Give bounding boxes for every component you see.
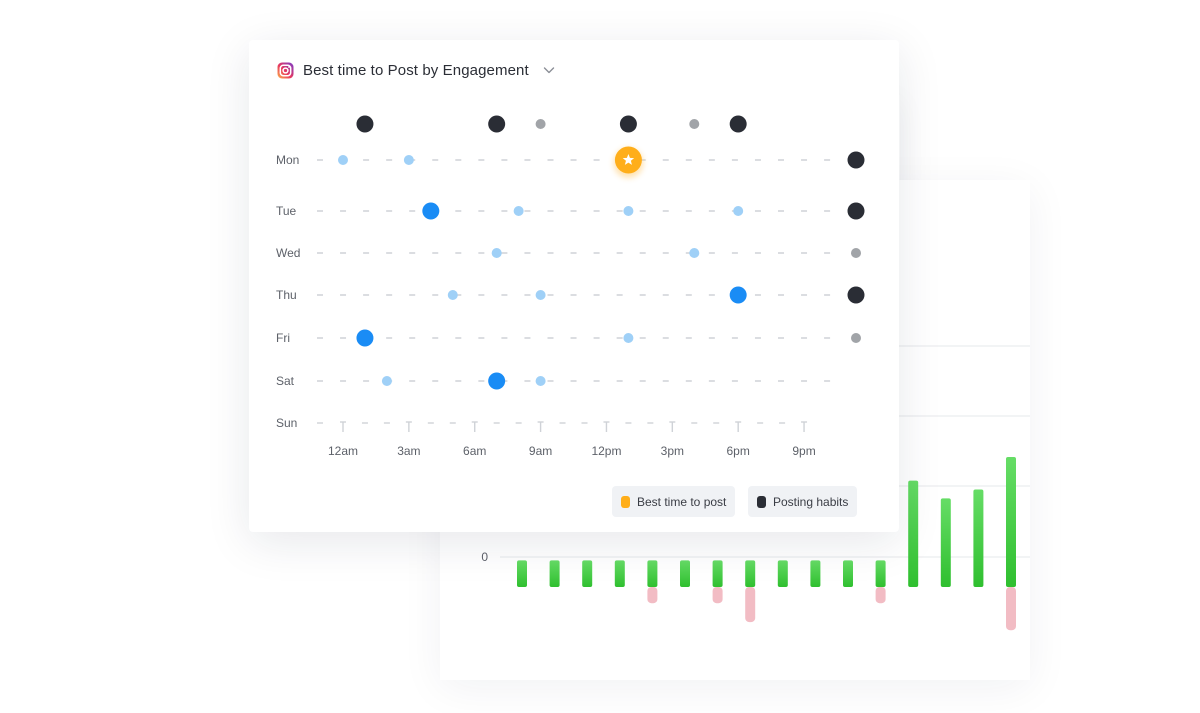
card-header[interactable]: Best time to Post by Engagement: [277, 58, 556, 82]
bar-positive-2: [582, 560, 593, 587]
engagement-dot-mon-0: [338, 155, 348, 165]
habit-day-dot-fri: [851, 333, 861, 343]
habit-day-dot-tue: [847, 202, 865, 220]
engagement-dot-fri-1: [356, 329, 374, 347]
bar-positive-1: [549, 560, 560, 587]
bar-positive-15: [1006, 457, 1016, 587]
legend-habits-label: Posting habits: [773, 494, 849, 509]
engagement-dot-tue-8: [513, 206, 524, 216]
habit-hour-dot-7: [488, 115, 506, 133]
legend-best-swatch: [621, 495, 630, 508]
engagement-dot-tue-4: [422, 202, 440, 220]
instagram-icon: [277, 62, 294, 78]
bar-positive-6: [712, 560, 723, 587]
engagement-dot-thu-5: [447, 290, 458, 300]
bar-positive-4: [647, 560, 658, 587]
day-label-wed: Wed: [276, 246, 300, 260]
x-tick-label-6pm: 6pm: [727, 444, 750, 458]
chevron-down-icon[interactable]: [542, 63, 556, 77]
engagement-dot-thu-18: [729, 286, 747, 304]
heatmap-grid: Mon Tue Wed Thu Fri Sat Sun 12am 3am 6am 9am 12pm 3p…: [276, 115, 865, 458]
x-tick-label-9am: 9am: [529, 444, 552, 458]
engagement-dot-sat-7: [488, 372, 506, 390]
engagement-dot-thu-9: [535, 290, 546, 300]
habit-day-dot-wed: [851, 248, 861, 258]
habit-hour-dot-9: [535, 119, 546, 129]
bar-positive-7: [745, 560, 756, 587]
day-label-sat: Sat: [276, 374, 295, 388]
bar-positive-8: [777, 560, 788, 587]
bar-positive-9: [810, 560, 821, 587]
day-label-thu: Thu: [276, 288, 297, 302]
bar-negative-7: [745, 587, 756, 623]
legend-posting-habits[interactable]: Posting habits: [748, 486, 858, 517]
habit-day-dot-thu: [847, 286, 865, 304]
bar-chart: 0: [481, 345, 1030, 631]
card-title: Best time to Post by Engagement: [303, 61, 529, 79]
star-icon: [622, 154, 635, 165]
bar-negative-11: [875, 587, 886, 604]
legend-best-label: Best time to post: [637, 494, 727, 509]
day-label-sun: Sun: [276, 416, 297, 430]
bar-positive-10: [843, 560, 853, 587]
legend-best-time[interactable]: Best time to post: [612, 486, 736, 517]
engagement-dot-mon-3: [403, 155, 414, 165]
x-tick-label-12pm: 12pm: [591, 444, 621, 458]
bar-y-tick-label-0: 0: [481, 550, 488, 564]
bar-positive-12: [908, 480, 919, 587]
day-label-tue: Tue: [276, 204, 297, 218]
x-tick-label-6am: 6am: [463, 444, 486, 458]
bar-positive-14: [973, 489, 984, 587]
bar-negative-15: [1006, 587, 1016, 631]
engagement-dot-fri-13: [623, 333, 634, 343]
engagement-dot-sat-2: [381, 376, 392, 386]
day-label-mon: Mon: [276, 153, 299, 167]
bar-positive-3: [614, 560, 625, 587]
engagement-dot-tue-13: [623, 206, 634, 216]
bar-positive-0: [517, 560, 527, 587]
legend-habits-swatch: [757, 495, 766, 508]
habit-hour-dot-1: [356, 115, 374, 133]
best-time-card: Best time to Post by Engagement Mon Tue We…: [249, 40, 899, 532]
bar-negative-6: [712, 587, 723, 604]
x-tick-label-12am: 12am: [328, 444, 358, 458]
habit-hour-dot-13: [619, 115, 637, 133]
engagement-dot-wed-7: [491, 248, 502, 258]
day-label-fri: Fri: [276, 331, 290, 345]
habit-hour-dot-18: [729, 115, 747, 133]
bar-positive-5: [680, 560, 690, 587]
x-tick-label-3pm: 3pm: [661, 444, 684, 458]
engagement-dot-wed-16: [689, 248, 700, 258]
x-tick-label-9pm: 9pm: [792, 444, 815, 458]
habit-day-dot-mon: [847, 151, 865, 169]
engagement-dot-sat-9: [535, 376, 546, 386]
x-tick-label-3am: 3am: [397, 444, 420, 458]
bar-positive-13: [940, 498, 951, 587]
bar-negative-4: [647, 587, 658, 604]
engagement-dot-tue-18: [733, 206, 744, 216]
bar-positive-11: [875, 560, 886, 587]
habit-hour-dot-16: [689, 119, 700, 129]
